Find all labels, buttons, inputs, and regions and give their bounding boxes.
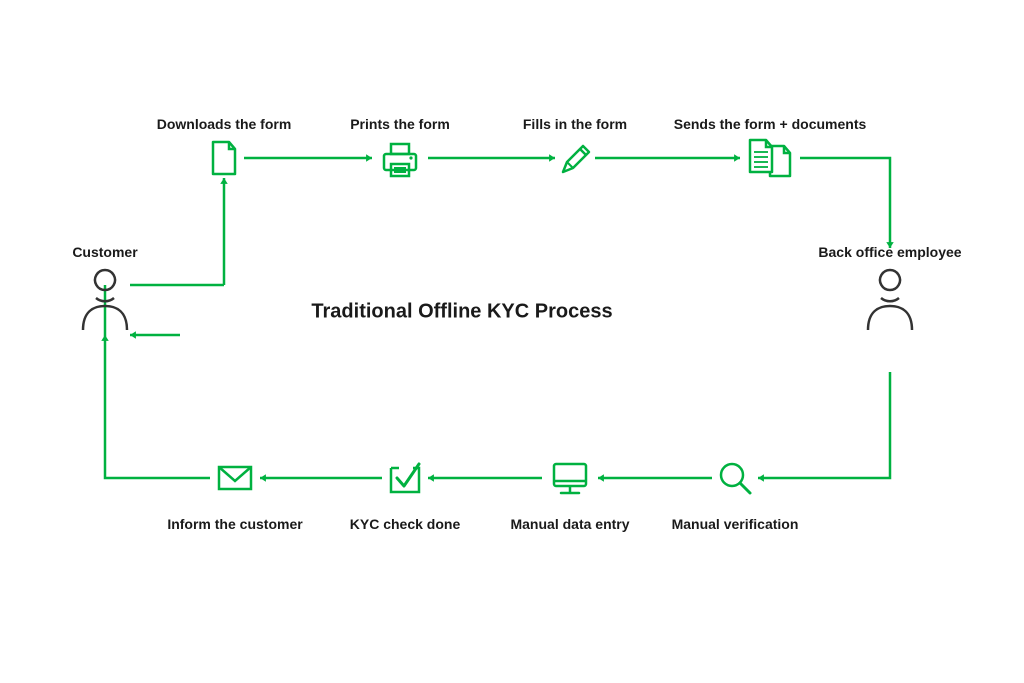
send-label: Sends the form + documents: [674, 116, 867, 132]
print-icon: [384, 144, 416, 176]
fill-label: Fills in the form: [523, 116, 627, 132]
done-label: KYC check done: [350, 516, 460, 532]
print-label: Prints the form: [350, 116, 450, 132]
diagram-canvas: [0, 0, 1024, 683]
verify-icon: [721, 464, 750, 493]
send-icon: [750, 140, 790, 176]
inform-label: Inform the customer: [167, 516, 302, 532]
entry-label: Manual data entry: [510, 516, 629, 532]
fill-icon: [563, 146, 589, 172]
done-icon: [391, 464, 419, 492]
employee-icon: [868, 270, 912, 330]
customer-label: Customer: [72, 244, 137, 260]
entry-icon: [554, 464, 586, 493]
download-label: Downloads the form: [157, 116, 292, 132]
inform-icon: [219, 467, 251, 489]
verify-label: Manual verification: [672, 516, 799, 532]
download-icon: [213, 142, 235, 174]
diagram-title: Traditional Offline KYC Process: [311, 301, 612, 324]
employee-label: Back office employee: [818, 244, 961, 260]
